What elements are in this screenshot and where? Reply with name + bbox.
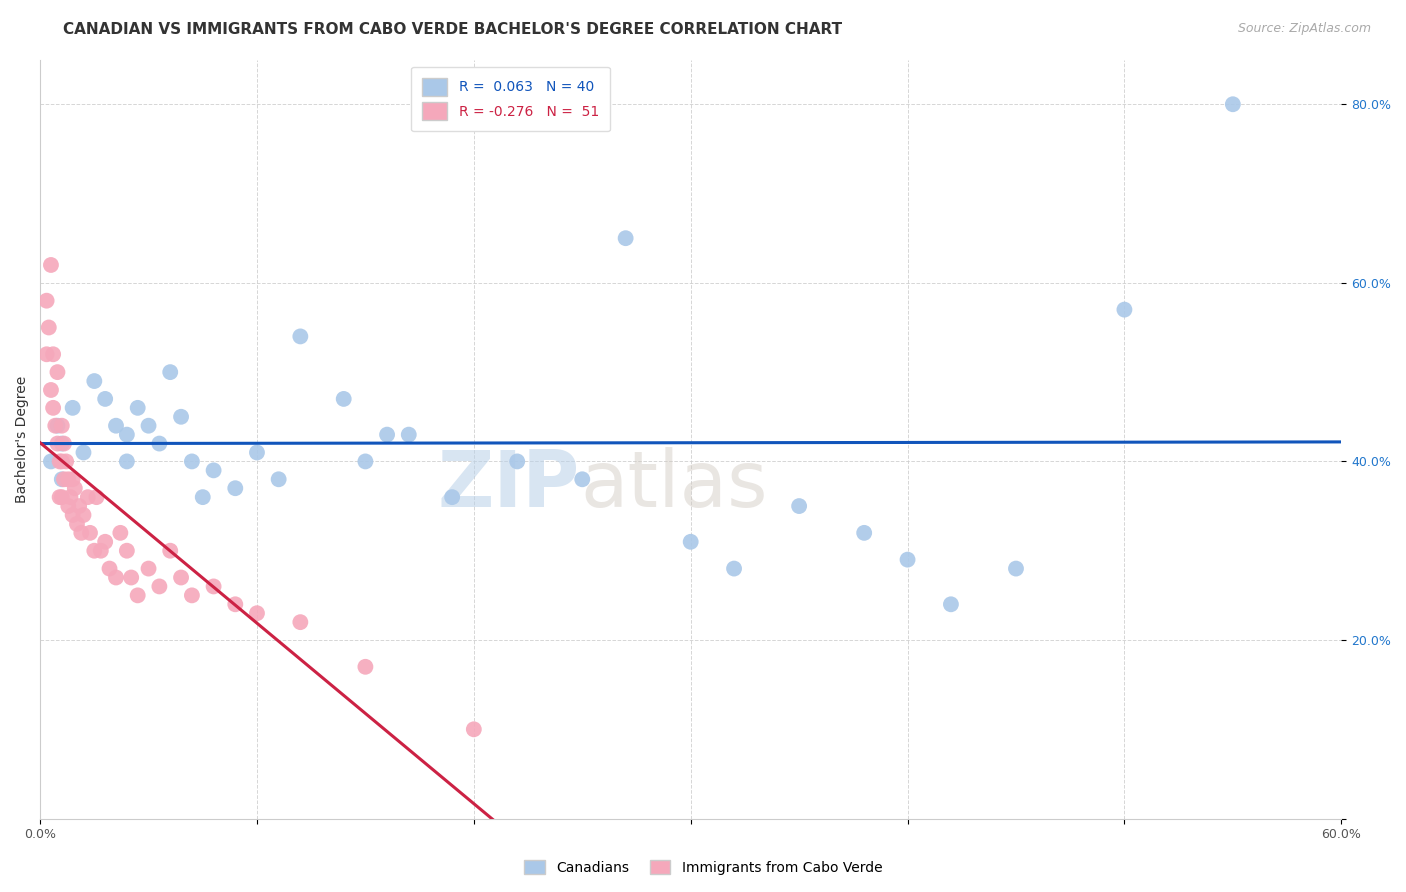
Point <box>463 723 485 737</box>
Text: CANADIAN VS IMMIGRANTS FROM CABO VERDE BACHELOR'S DEGREE CORRELATION CHART: CANADIAN VS IMMIGRANTS FROM CABO VERDE B… <box>63 22 842 37</box>
Point <box>55 454 77 468</box>
Point <box>58 499 80 513</box>
Point <box>51 490 73 504</box>
Point <box>42 347 65 361</box>
Point <box>127 588 149 602</box>
Point <box>39 383 62 397</box>
Point <box>105 418 128 433</box>
Point <box>52 436 75 450</box>
Point <box>62 472 84 486</box>
Point <box>51 454 73 468</box>
Point <box>35 347 58 361</box>
Point <box>46 418 69 433</box>
Point <box>441 490 464 504</box>
Point <box>224 481 246 495</box>
Point <box>170 570 193 584</box>
Point <box>332 392 354 406</box>
Point <box>896 552 918 566</box>
Point <box>62 508 84 522</box>
Point <box>138 561 160 575</box>
Point <box>1005 561 1028 575</box>
Point <box>115 454 138 468</box>
Point <box>127 401 149 415</box>
Point <box>39 454 62 468</box>
Point <box>79 525 101 540</box>
Point <box>39 258 62 272</box>
Point <box>1222 97 1244 112</box>
Point <box>76 490 98 504</box>
Point <box>853 525 876 540</box>
Point <box>614 231 637 245</box>
Point <box>90 543 112 558</box>
Point <box>94 534 117 549</box>
Point <box>46 436 69 450</box>
Text: ZIP: ZIP <box>437 447 581 523</box>
Point <box>679 534 702 549</box>
Point <box>375 427 398 442</box>
Point <box>354 660 377 674</box>
Point <box>723 561 745 575</box>
Point <box>44 418 66 433</box>
Point <box>398 427 420 442</box>
Point <box>787 499 810 513</box>
Point <box>202 579 225 593</box>
Point <box>138 418 160 433</box>
Point <box>180 454 202 468</box>
Point <box>38 320 60 334</box>
Point <box>62 401 84 415</box>
Point <box>51 436 73 450</box>
Point <box>354 454 377 468</box>
Point <box>58 472 80 486</box>
Point <box>180 588 202 602</box>
Point <box>1114 302 1136 317</box>
Point <box>159 365 181 379</box>
Legend: Canadians, Immigrants from Cabo Verde: Canadians, Immigrants from Cabo Verde <box>519 855 887 880</box>
Point <box>506 454 529 468</box>
Point <box>48 490 70 504</box>
Point <box>51 418 73 433</box>
Point <box>48 454 70 468</box>
Point <box>63 481 86 495</box>
Point <box>115 427 138 442</box>
Point <box>290 329 312 343</box>
Point <box>290 615 312 629</box>
Text: Source: ZipAtlas.com: Source: ZipAtlas.com <box>1237 22 1371 36</box>
Point <box>46 365 69 379</box>
Point <box>120 570 142 584</box>
Point <box>246 445 269 459</box>
Point <box>159 543 181 558</box>
Point <box>51 472 73 486</box>
Point <box>94 392 117 406</box>
Legend: R =  0.063   N = 40, R = -0.276   N =  51: R = 0.063 N = 40, R = -0.276 N = 51 <box>412 67 610 131</box>
Point <box>224 597 246 611</box>
Point <box>267 472 290 486</box>
Point <box>148 436 170 450</box>
Point <box>42 401 65 415</box>
Point <box>148 579 170 593</box>
Point <box>939 597 962 611</box>
Point <box>170 409 193 424</box>
Point <box>83 374 105 388</box>
Y-axis label: Bachelor's Degree: Bachelor's Degree <box>15 376 30 503</box>
Point <box>72 508 94 522</box>
Point <box>67 499 90 513</box>
Point <box>86 490 108 504</box>
Point <box>115 543 138 558</box>
Point <box>105 570 128 584</box>
Point <box>59 490 82 504</box>
Point <box>571 472 593 486</box>
Point <box>35 293 58 308</box>
Point <box>202 463 225 477</box>
Point <box>83 543 105 558</box>
Point <box>191 490 214 504</box>
Point <box>66 516 89 531</box>
Point <box>72 445 94 459</box>
Point <box>98 561 121 575</box>
Point <box>110 525 132 540</box>
Point <box>246 606 269 620</box>
Text: atlas: atlas <box>581 447 768 523</box>
Point <box>52 472 75 486</box>
Point <box>70 525 93 540</box>
